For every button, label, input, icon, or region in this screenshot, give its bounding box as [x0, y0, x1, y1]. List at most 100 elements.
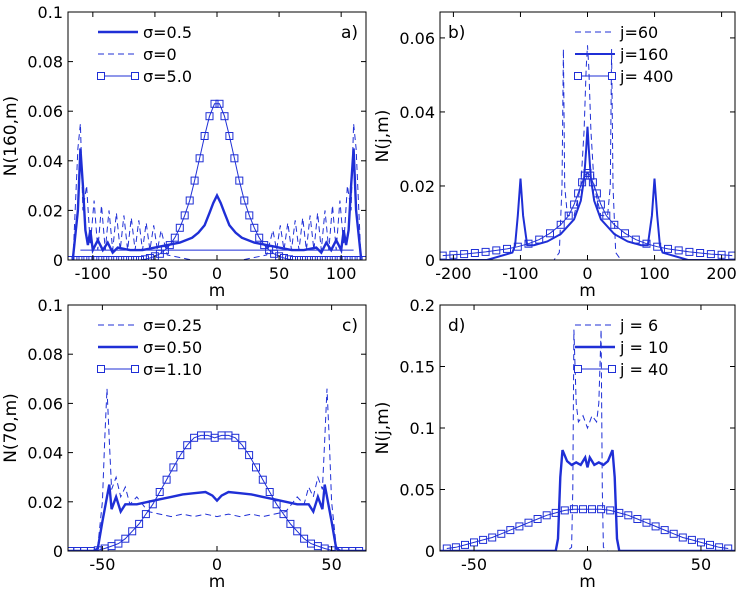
series-marker-b-2-9: [535, 235, 544, 244]
series-marker-a-2-36: [245, 211, 254, 220]
series-marker-b-2-23: [610, 220, 619, 229]
series-marker-c-2-24: [231, 433, 240, 442]
y-tick-label-a-4: 0.08: [27, 53, 63, 72]
series-marker-a-2-44: [285, 255, 293, 260]
series-marker-b-2-7: [513, 242, 522, 251]
y-tick-label-c-1: 0.02: [27, 493, 63, 512]
y-tick-label-a-5: 0.1: [38, 3, 63, 22]
series-marker-d-2-18: [606, 506, 615, 515]
series-marker-c-2-10: [135, 519, 144, 528]
series-marker-c-2-12: [148, 500, 157, 509]
legend-label-a-0: σ=0.5: [143, 23, 192, 42]
series-marker-c-2-40: [341, 547, 350, 551]
series-marker-a-2-30: [215, 99, 224, 108]
series-marker-a-2-32: [225, 132, 234, 140]
x-tick-label-d-2: 50: [691, 555, 711, 574]
series-marker-c-2-13: [155, 488, 164, 496]
y-tick-label-c-5: 0.1: [38, 296, 63, 315]
legend-marker-c-2-0: [97, 365, 105, 373]
series-marker-a-2-56: [344, 256, 353, 260]
series-marker-a-2-9: [111, 256, 120, 260]
series-marker-a-2-54: [334, 256, 343, 260]
series-marker-a-2-25: [190, 176, 199, 185]
legend-label-a-2: σ=5.0: [143, 67, 192, 86]
series-marker-a-2-10: [116, 256, 125, 260]
series-marker-d-2-4: [479, 535, 488, 544]
series-marker-a-2-31: [220, 112, 229, 121]
series-marker-a-2-14: [136, 256, 144, 260]
series-marker-a-2-7: [101, 256, 110, 260]
series-marker-d-2-15: [579, 505, 587, 514]
series-marker-c-2-41: [348, 547, 357, 551]
series-marker-a-2-37: [250, 223, 259, 232]
legend-marker-c-2-1: [131, 365, 139, 373]
x-tick-label-b-3: 100: [639, 264, 670, 283]
series-marker-d-2-13: [560, 506, 569, 515]
series-marker-a-2-28: [205, 112, 214, 121]
x-tick-label-a-2: 0: [212, 264, 222, 283]
series-marker-b-2-31: [696, 249, 705, 257]
series-marker-a-2-3: [81, 256, 90, 260]
legend-marker-a-2-0: [97, 72, 105, 80]
series-marker-a-2-26: [195, 154, 204, 163]
series-marker-a-2-49: [309, 256, 318, 260]
series-marker-d-2-17: [597, 505, 606, 514]
x-tick-label-c-0: -50: [89, 555, 115, 574]
x-tick-label-d-0: -50: [461, 555, 487, 574]
series-marker-d-2-3: [470, 538, 478, 547]
x-tick-label-a-0: -100: [75, 264, 111, 283]
series-marker-d-2-29: [706, 540, 714, 549]
series-marker-a-2-38: [255, 233, 264, 242]
series-marker-a-2-29: [210, 99, 219, 108]
legend-label-b-2: j= 400: [619, 67, 673, 86]
x-axis-label-b: m: [579, 281, 596, 301]
y-tick-label-b-1: 0.02: [399, 177, 435, 196]
panel-label-d: d): [448, 316, 465, 336]
series-marker-d-2-14: [569, 505, 578, 514]
legend-marker-d-2-0: [574, 365, 582, 373]
series-marker-a-2-15: [141, 255, 149, 260]
series-marker-a-2-51: [319, 256, 328, 260]
series-marker-a-2-34: [235, 176, 244, 185]
series-line-b-2: [442, 172, 733, 257]
y-tick-label-c-4: 0.08: [27, 345, 63, 364]
series-marker-d-2-20: [624, 511, 633, 520]
series-marker-a-2-57: [349, 256, 358, 260]
series-marker-c-2-3: [86, 547, 95, 551]
series-marker-b-2-11: [556, 220, 565, 229]
series-marker-b-2-2: [460, 250, 469, 259]
y-axis-label-a: N(160,m): [1, 96, 21, 176]
legend-marker-b-2-0: [574, 72, 582, 80]
series-marker-c-2-30: [272, 500, 281, 509]
series-marker-b-2-29: [674, 246, 683, 255]
chart-panel-b: -200 -100 0 100 200 0 0.02 0.04 0.06 m N(j,m) b) j=6…: [373, 11, 737, 301]
series-marker-c-2-33: [293, 527, 302, 536]
series-marker-b-2-22: [602, 211, 611, 220]
series-marker-b-2-34: [728, 251, 735, 260]
x-tick-label-b-2: 0: [582, 264, 592, 283]
series-marker-d-2-6: [497, 529, 506, 538]
y-tick-label-a-0: 0: [53, 251, 63, 270]
series-marker-d-2-8: [515, 522, 524, 531]
series-marker-b-2-0: [440, 251, 447, 260]
legend-label-c-1: σ=0.50: [143, 338, 202, 357]
y-tick-label-d-2: 0.1: [410, 419, 435, 438]
series-marker-b-2-12: [564, 211, 573, 220]
series-marker-d-2-26: [678, 533, 687, 542]
series-marker-b-2-19: [588, 178, 597, 187]
chart-panel-a: -100 -50 0 50 100 0 0.02 0.04 0.06 0.08 0.1 m N(160,…: [1, 3, 367, 301]
series-marker-b-2-28: [664, 244, 672, 253]
legend-marker-a-2-1: [131, 72, 139, 80]
series-marker-c-2-15: [169, 463, 178, 472]
plot-frame-c: [67, 304, 367, 552]
series-marker-d-2-22: [642, 518, 651, 527]
series-line-c-0: [68, 388, 366, 551]
legend-label-d-2: j = 40: [619, 360, 668, 379]
series-marker-a-2-20: [165, 241, 174, 250]
series-marker-c-2-0: [68, 547, 75, 551]
series-marker-a-2-2: [76, 256, 85, 260]
series-line-b-1: [440, 126, 735, 260]
x-tick-label-b-0: -200: [435, 264, 471, 283]
legend-marker-d-2-1: [608, 365, 616, 373]
series-marker-c-2-34: [300, 534, 309, 543]
